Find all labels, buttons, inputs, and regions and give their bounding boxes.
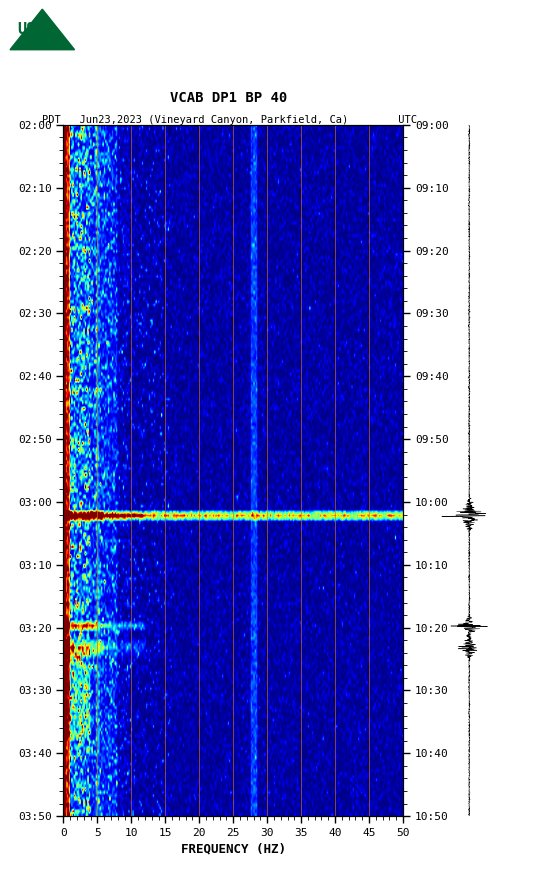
Polygon shape xyxy=(10,9,75,50)
Text: PDT   Jun23,2023 (Vineyard Canyon, Parkfield, Ca)        UTC: PDT Jun23,2023 (Vineyard Canyon, Parkfie… xyxy=(41,115,417,126)
Text: USGS: USGS xyxy=(18,22,54,37)
X-axis label: FREQUENCY (HZ): FREQUENCY (HZ) xyxy=(181,842,286,855)
Text: VCAB DP1 BP 40: VCAB DP1 BP 40 xyxy=(171,91,288,105)
